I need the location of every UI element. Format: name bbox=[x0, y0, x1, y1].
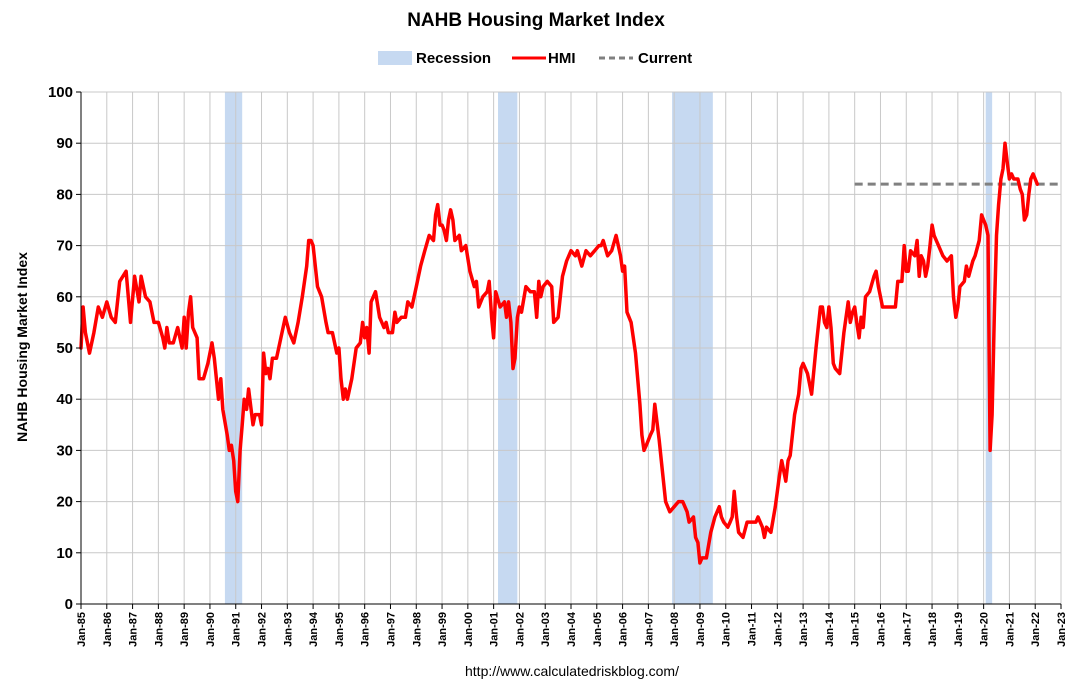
x-tick-label-13: Jan-98 bbox=[411, 612, 423, 647]
x-tick-label-0: Jan-85 bbox=[76, 612, 88, 647]
x-tick-label-28: Jan-13 bbox=[798, 612, 810, 647]
legend-recession-label: Recession bbox=[416, 50, 491, 67]
y-tick-label-7: 70 bbox=[56, 238, 73, 255]
source-url: http://www.calculatedriskblog.com/ bbox=[465, 663, 679, 679]
x-tick-label-2: Jan-87 bbox=[128, 612, 140, 647]
y-tick-label-1: 10 bbox=[56, 545, 73, 562]
x-tick-label-27: Jan-12 bbox=[772, 612, 784, 647]
chart-title: NAHB Housing Market Index bbox=[407, 10, 665, 31]
x-tick-label-9: Jan-94 bbox=[308, 611, 320, 647]
y-tick-label-2: 20 bbox=[56, 494, 73, 511]
legend: Recession HMI Current bbox=[378, 50, 692, 67]
y-tick-labels: 0 10 20 30 40 50 60 70 80 90 100 bbox=[48, 84, 73, 613]
x-tick-label-26: Jan-11 bbox=[747, 612, 759, 646]
x-tick-label-37: Jan-22 bbox=[1030, 612, 1042, 647]
x-tick-label-25: Jan-10 bbox=[721, 612, 733, 647]
legend-current-label: Current bbox=[638, 50, 692, 67]
x-tick-label-3: Jan-88 bbox=[153, 612, 165, 647]
series-line-hmi bbox=[79, 141, 1040, 565]
y-tick-label-3: 30 bbox=[56, 442, 73, 459]
y-tick-label-0: 0 bbox=[65, 596, 73, 613]
y-tick-label-5: 50 bbox=[56, 340, 73, 357]
x-tick-label-4: Jan-89 bbox=[179, 612, 191, 647]
x-tick-label-6: Jan-91 bbox=[231, 612, 243, 647]
gridlines bbox=[80, 91, 1062, 605]
x-tick-label-31: Jan-16 bbox=[875, 612, 887, 647]
x-tick-label-30: Jan-15 bbox=[850, 612, 862, 647]
x-tick-label-36: Jan-21 bbox=[1004, 612, 1016, 647]
x-tick-label-23: Jan-08 bbox=[669, 612, 681, 647]
x-tick-label-33: Jan-18 bbox=[927, 612, 939, 647]
x-tick-labels: Jan-85 Jan-86 Jan-87 Jan-88 Jan-89 Jan-90 Jan-… bbox=[76, 611, 1068, 647]
x-tick-label-32: Jan-17 bbox=[901, 612, 913, 647]
x-tick-label-1: Jan-86 bbox=[102, 612, 114, 647]
x-tick-label-22: Jan-07 bbox=[643, 612, 655, 647]
x-tick-label-19: Jan-04 bbox=[566, 611, 578, 647]
axes bbox=[76, 91, 1062, 609]
x-tick-label-8: Jan-93 bbox=[282, 612, 294, 647]
legend-recession-swatch bbox=[378, 51, 412, 65]
y-tick-label-10: 100 bbox=[48, 84, 73, 101]
y-tick-label-8: 80 bbox=[56, 186, 73, 203]
series-layer bbox=[79, 141, 1040, 565]
x-tick-label-15: Jan-00 bbox=[463, 612, 475, 647]
x-tick-label-21: Jan-06 bbox=[618, 612, 630, 647]
y-tick-label-4: 40 bbox=[56, 391, 73, 408]
x-tick-label-29: Jan-14 bbox=[824, 611, 836, 647]
y-axis-label: NAHB Housing Market Index bbox=[14, 252, 30, 442]
x-tick-label-24: Jan-09 bbox=[695, 612, 707, 647]
x-tick-label-17: Jan-02 bbox=[514, 612, 526, 647]
x-tick-label-12: Jan-97 bbox=[385, 612, 397, 647]
y-tick-label-9: 90 bbox=[56, 135, 73, 152]
x-tick-label-35: Jan-20 bbox=[979, 612, 991, 647]
x-tick-label-18: Jan-03 bbox=[540, 612, 552, 647]
x-tick-label-5: Jan-90 bbox=[205, 612, 217, 647]
x-tick-label-34: Jan-19 bbox=[953, 612, 965, 647]
y-tick-label-6: 60 bbox=[56, 289, 73, 306]
x-tick-label-7: Jan-92 bbox=[257, 612, 269, 647]
x-tick-label-14: Jan-99 bbox=[437, 612, 449, 647]
x-tick-label-16: Jan-01 bbox=[489, 612, 501, 647]
legend-hmi-label: HMI bbox=[548, 50, 576, 67]
x-tick-label-11: Jan-96 bbox=[360, 612, 372, 647]
x-tick-label-38: Jan-23 bbox=[1056, 612, 1068, 647]
x-tick-label-10: Jan-95 bbox=[334, 612, 346, 647]
x-tick-label-20: Jan-05 bbox=[592, 612, 604, 647]
